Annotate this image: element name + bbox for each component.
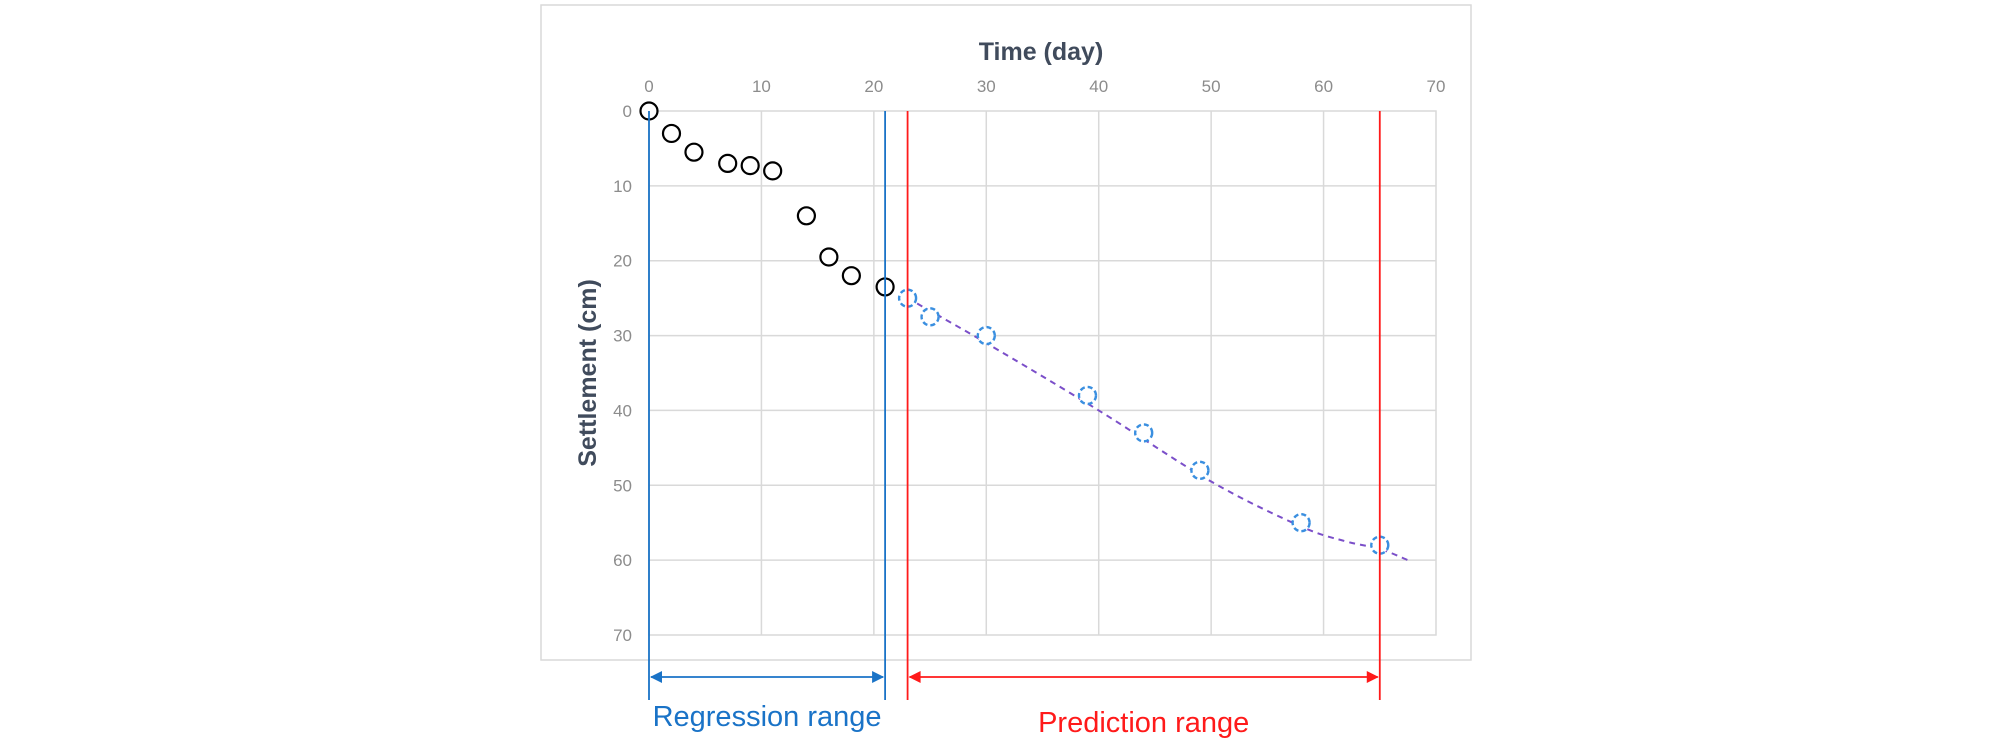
y-tick-label: 10 <box>613 177 632 196</box>
y-tick-label: 0 <box>623 102 632 121</box>
grid-lines <box>649 111 1436 635</box>
x-tick-label: 60 <box>1314 77 1333 96</box>
regression-range-label: Regression range <box>653 701 882 733</box>
x-axis-title: Time (day) <box>979 38 1104 66</box>
x-tick-label: 50 <box>1202 77 1221 96</box>
y-tick-labels: 0 10 20 30 40 50 60 70 <box>613 102 632 645</box>
predicted-point <box>976 325 996 346</box>
predicted-point <box>1190 460 1210 481</box>
y-tick-label: 30 <box>613 327 632 346</box>
x-tick-label: 40 <box>1089 77 1108 96</box>
y-tick-label: 20 <box>613 252 632 271</box>
measured-point <box>661 123 682 144</box>
predicted-point <box>1133 423 1154 443</box>
y-tick-label: 70 <box>613 626 632 645</box>
predicted-point <box>1077 385 1098 406</box>
x-tick-label: 70 <box>1427 77 1446 96</box>
measured-point <box>740 156 760 176</box>
predicted-point <box>920 307 940 327</box>
measured-point <box>819 247 839 267</box>
prediction-range-label: Prediction range <box>1038 707 1249 739</box>
y-tick-label: 50 <box>613 476 632 495</box>
y-tick-label: 40 <box>613 401 632 420</box>
y-tick-label: 60 <box>613 551 632 570</box>
x-tick-label: 0 <box>644 77 653 96</box>
range-annotations: Regression range Prediction range <box>648 111 1381 739</box>
range-arrow-head-right <box>872 671 885 683</box>
x-tick-label: 20 <box>864 77 883 96</box>
x-tick-labels: 0 10 20 30 40 50 60 70 <box>644 77 1445 96</box>
measured-point <box>796 206 817 226</box>
range-arrow-head-left <box>908 671 921 683</box>
y-axis-title: Settlement (cm) <box>574 279 602 467</box>
range-arrow-head-left <box>650 671 662 683</box>
measured-point <box>684 142 704 162</box>
measured-point <box>763 161 783 181</box>
data-points <box>639 101 1390 555</box>
range-arrow-head-right <box>1366 671 1379 683</box>
predicted-point <box>1291 513 1311 533</box>
x-tick-label: 30 <box>977 77 996 96</box>
measured-point <box>841 266 861 286</box>
x-tick-label: 10 <box>752 77 771 96</box>
chart-frame <box>540 4 1472 661</box>
measured-point <box>718 153 738 173</box>
